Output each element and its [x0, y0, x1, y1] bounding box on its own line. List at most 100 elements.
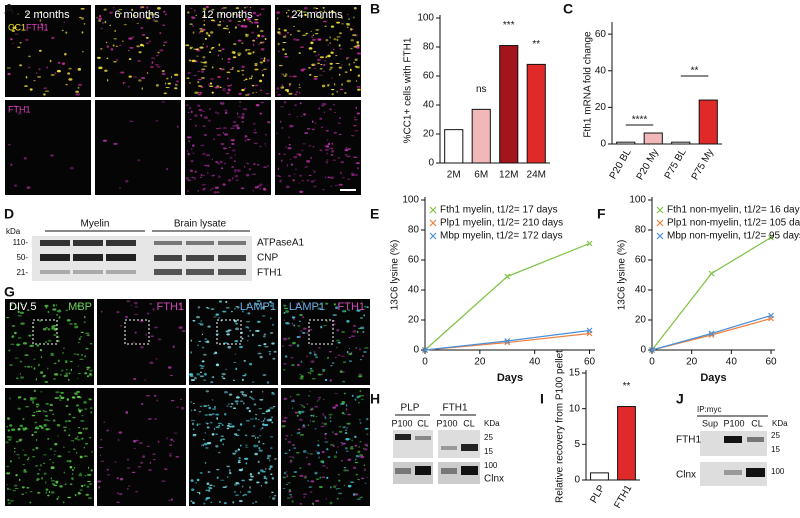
speckle	[35, 378, 38, 381]
speckle	[228, 393, 233, 396]
speckle	[71, 477, 74, 481]
speckle	[207, 83, 212, 86]
speckle	[353, 61, 356, 64]
speckle	[34, 421, 38, 424]
speckle	[49, 447, 53, 451]
speckle	[312, 146, 315, 148]
speckle	[71, 472, 74, 476]
speckle	[312, 414, 315, 418]
speckle	[269, 465, 273, 468]
speckle	[293, 155, 298, 159]
speckle	[190, 148, 193, 150]
speckle	[212, 408, 217, 410]
speckle	[346, 57, 348, 60]
speckle	[51, 36, 55, 40]
speckle	[228, 146, 231, 148]
speckle	[287, 441, 292, 443]
speckle	[118, 493, 123, 495]
speckle	[322, 188, 325, 191]
speckle	[80, 17, 85, 20]
speckle	[217, 162, 221, 165]
speckle	[10, 303, 13, 307]
speckle	[152, 453, 156, 456]
speckle	[180, 406, 185, 410]
legend-label: Fth1 myelin, t1/2= 17 days	[440, 205, 558, 216]
speckle	[288, 92, 293, 95]
speckle	[260, 48, 265, 51]
speckle	[67, 451, 71, 453]
speckle	[66, 398, 70, 401]
speckle	[283, 397, 287, 401]
speckle	[104, 69, 108, 72]
speckle	[65, 372, 68, 376]
speckle	[159, 49, 164, 52]
speckle	[36, 72, 38, 74]
speckle	[309, 369, 314, 373]
speckle	[35, 465, 39, 467]
speckle	[190, 409, 193, 412]
speckle	[154, 20, 159, 22]
significance: **	[691, 66, 699, 77]
speckle	[194, 9, 196, 12]
speckle	[97, 480, 102, 483]
speckle	[147, 417, 152, 420]
speckle	[233, 483, 238, 486]
speckle	[231, 176, 234, 180]
speckle	[14, 306, 19, 309]
speckle	[178, 326, 183, 329]
speckle	[223, 391, 228, 394]
speckle	[245, 326, 249, 328]
speckle	[207, 471, 211, 473]
speckle	[79, 358, 84, 360]
speckle	[303, 493, 308, 495]
speckle	[302, 331, 306, 334]
speckle	[286, 31, 290, 34]
speckle	[246, 173, 250, 177]
speckle	[276, 17, 279, 20]
speckle	[305, 165, 308, 168]
speckle	[317, 373, 322, 376]
speckle	[289, 75, 292, 78]
speckle	[310, 180, 315, 183]
speckle	[311, 378, 316, 380]
speckle	[74, 493, 77, 497]
speckle	[219, 21, 222, 23]
speckle	[102, 139, 108, 142]
speckle	[35, 410, 38, 413]
speckle	[310, 41, 314, 45]
speckle	[315, 499, 320, 503]
speckle	[197, 322, 202, 325]
speckle	[98, 485, 101, 489]
speckle	[314, 10, 318, 14]
speckle	[288, 113, 291, 116]
speckle	[326, 320, 328, 322]
speckle	[69, 360, 73, 363]
speckle	[145, 36, 149, 39]
speckle	[41, 476, 44, 480]
speckle	[341, 83, 344, 86]
speckle	[137, 159, 141, 162]
speckle	[360, 496, 363, 498]
speckle	[200, 323, 204, 326]
speckle	[234, 353, 237, 355]
speckle	[307, 424, 310, 426]
speckle	[331, 142, 334, 145]
speckle	[364, 443, 369, 446]
speckle	[157, 441, 160, 443]
speckle	[298, 418, 303, 421]
speckle	[63, 21, 66, 24]
speckle	[326, 152, 328, 155]
speckle	[277, 42, 280, 46]
speckle	[332, 159, 337, 161]
speckle	[228, 469, 231, 472]
speckle	[203, 19, 206, 22]
speckle	[189, 81, 191, 84]
speckle	[307, 371, 310, 374]
speckle	[243, 18, 246, 22]
speckle	[197, 70, 200, 72]
speckle	[78, 373, 81, 375]
speckle	[353, 119, 358, 121]
speckle	[199, 364, 202, 367]
channel-label: MBP	[68, 301, 92, 313]
speckle	[338, 479, 341, 482]
